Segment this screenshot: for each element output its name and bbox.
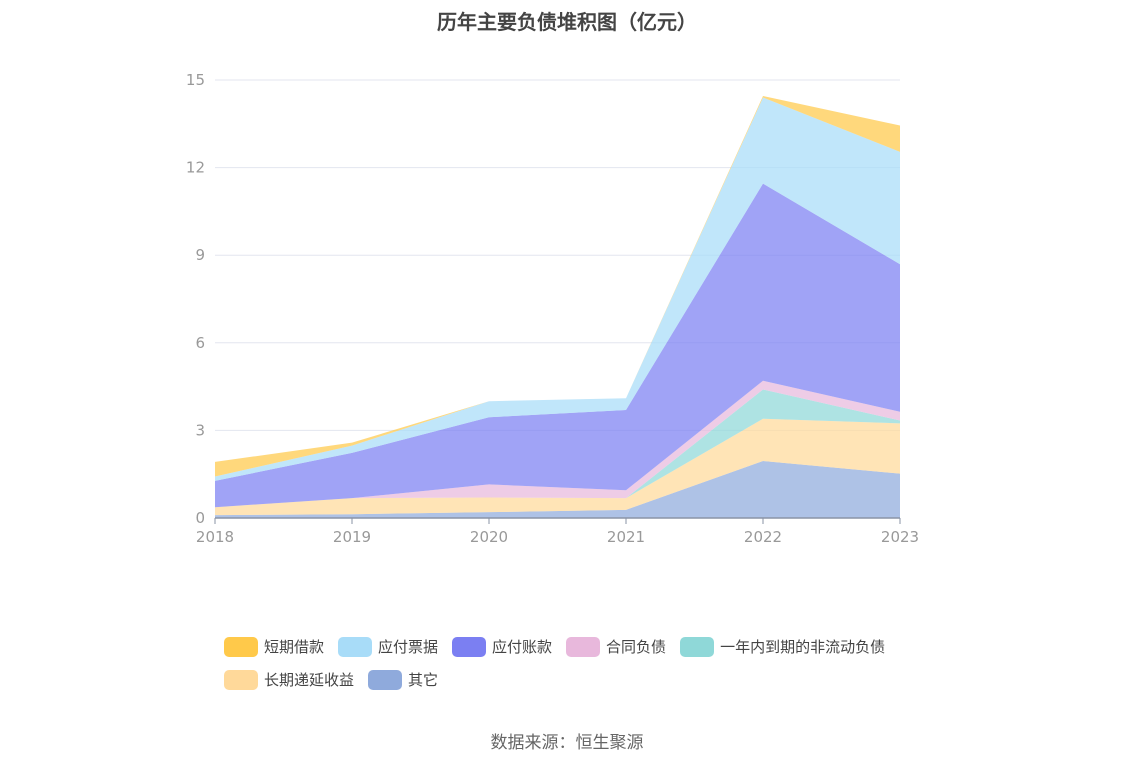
- legend-item-other[interactable]: 其它: [368, 669, 438, 690]
- legend-item-notes-payable[interactable]: 应付票据: [338, 636, 438, 657]
- legend-label: 应付账款: [492, 638, 553, 656]
- series-area: [215, 380, 900, 508]
- y-tick-label: 9: [195, 246, 205, 264]
- chart-title: 历年主要负债堆积图（亿元）: [437, 10, 697, 34]
- legend-swatch: [680, 636, 715, 657]
- legend-swatch: [224, 636, 258, 657]
- legend-row-1: 短期借款 应付票据 应付账款 合同负债 一年内到期的非流动负债: [224, 630, 944, 663]
- chart-legend: 短期借款 应付票据 应付账款 合同负债 一年内到期的非流动负债 长期递延收益 其…: [224, 630, 944, 696]
- legend-label: 短期借款: [264, 638, 325, 656]
- legend-swatch: [566, 636, 601, 657]
- y-tick-label: 15: [186, 71, 205, 89]
- series-area: [215, 418, 900, 516]
- legend-item-current-noncurrent-liabilities[interactable]: 一年内到期的非流动负债: [680, 636, 885, 657]
- x-tick-label: 2020: [470, 528, 508, 546]
- series-area: [215, 97, 900, 481]
- legend-label: 长期递延收益: [264, 671, 355, 689]
- legend-item-short-term-loan[interactable]: 短期借款: [224, 636, 324, 657]
- legend-item-contract-liabilities[interactable]: 合同负债: [566, 636, 666, 657]
- series-area: [215, 183, 900, 508]
- legend-item-accounts-payable[interactable]: 应付账款: [452, 636, 552, 657]
- legend-item-deferred-income[interactable]: 长期递延收益: [224, 669, 354, 690]
- data-source: 数据来源：恒生聚源: [490, 733, 644, 753]
- legend-swatch: [452, 636, 487, 657]
- stacked-area-chart: 0 3 6 9 12 15 2018 2019 2020 2021 2022 2023: [186, 71, 919, 546]
- legend-swatch: [338, 636, 373, 657]
- legend-label: 其它: [408, 671, 439, 689]
- x-tick-label: 2022: [744, 528, 782, 546]
- legend-label: 合同负债: [606, 638, 667, 656]
- y-tick-label: 0: [195, 509, 205, 527]
- axes: 0 3 6 9 12 15 2018 2019 2020 2021 2022 2023: [186, 71, 919, 546]
- legend-label: 应付票据: [378, 638, 439, 656]
- legend-row-2: 长期递延收益 其它: [224, 663, 944, 696]
- legend-swatch: [224, 669, 258, 690]
- legend-label: 一年内到期的非流动负债: [720, 638, 886, 656]
- series-areas: [215, 96, 900, 518]
- x-tick-label: 2018: [196, 528, 234, 546]
- x-tick-label: 2019: [333, 528, 371, 546]
- legend-swatch: [368, 669, 403, 690]
- series-area: [215, 389, 900, 508]
- y-tick-label: 12: [186, 159, 205, 177]
- x-tick-label: 2021: [607, 528, 645, 546]
- y-tick-label: 6: [195, 334, 205, 352]
- x-tick-label: 2023: [881, 528, 919, 546]
- series-area: [215, 461, 900, 518]
- y-tick-label: 3: [195, 421, 205, 439]
